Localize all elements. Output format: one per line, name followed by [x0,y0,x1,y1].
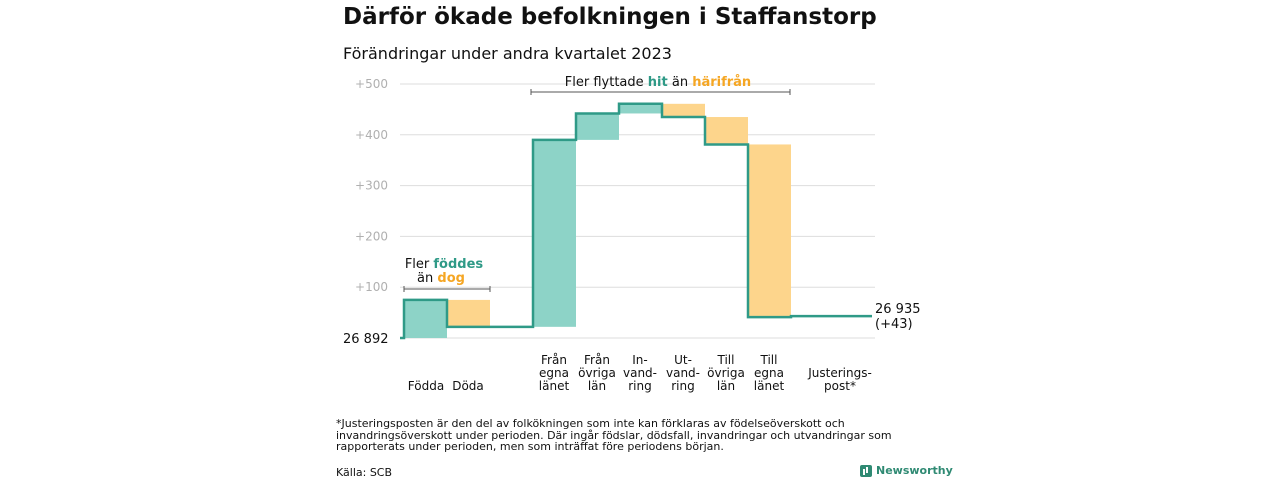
end-value-label: 26 935 [875,302,921,317]
waterfall-bar [576,113,619,140]
end-value-label: (+43) [875,317,913,332]
x-category-label: Till [760,353,778,367]
x-category-label: Döda [452,379,484,393]
y-tick-label: +400 [355,128,388,142]
waterfall-bar [619,103,662,114]
x-category-label: övriga [578,366,616,380]
waterfall-bar [705,117,748,145]
x-category-label: Från [541,353,567,367]
chart-title: Därför ökade befolkningen i Staffanstorp [343,4,877,30]
step-line [400,102,872,340]
x-category-label: In- [632,353,647,367]
x-category-label: egna [754,366,784,380]
y-tick-label: +500 [355,77,388,91]
x-category-label: Ut- [674,353,692,367]
x-category-label: Till [717,353,735,367]
brand-logo[interactable]: Newsworthy [860,464,953,477]
x-category-label: ring [671,379,695,393]
x-category-label: ring [628,379,652,393]
waterfall-bar [447,299,490,327]
y-tick-label: +300 [355,179,388,193]
waterfall-bar [533,139,576,327]
bars [400,102,872,340]
waterfall-bar [404,299,447,338]
start-value-label: 26 892 [343,332,389,347]
y-tick-label: +200 [355,229,388,243]
waterfall-bar [748,144,791,318]
footnote: *Justeringsposten är den del av folkökni… [336,417,892,453]
x-category-label: Från [584,353,610,367]
x-category-label: Justerings- [807,366,872,380]
brand-name: Newsworthy [876,464,953,477]
y-tick-label: +100 [355,280,388,294]
gridlines [400,83,875,339]
x-category-label: post* [824,379,856,393]
x-category-label: vand- [666,366,700,380]
annotation-births: Fler föddes [405,257,484,272]
x-category-label: länet [754,379,785,393]
waterfall-bar [662,103,705,118]
x-category-label: vand- [623,366,657,380]
annotation-migration: Fler flyttade hit än härifrån [565,75,751,90]
chart-subtitle: Förändringar under andra kvartalet 2023 [343,44,672,63]
annotation-births-line2: än dog [417,271,465,286]
x-category-label: länet [539,379,570,393]
x-category-label: egna [539,366,569,380]
x-category-label: övriga [707,366,745,380]
x-category-label: Födda [408,379,444,393]
x-category-label: län [588,379,606,393]
newsworthy-icon [860,464,872,477]
source-label: Källa: SCB [336,466,393,479]
x-category-label: län [717,379,735,393]
